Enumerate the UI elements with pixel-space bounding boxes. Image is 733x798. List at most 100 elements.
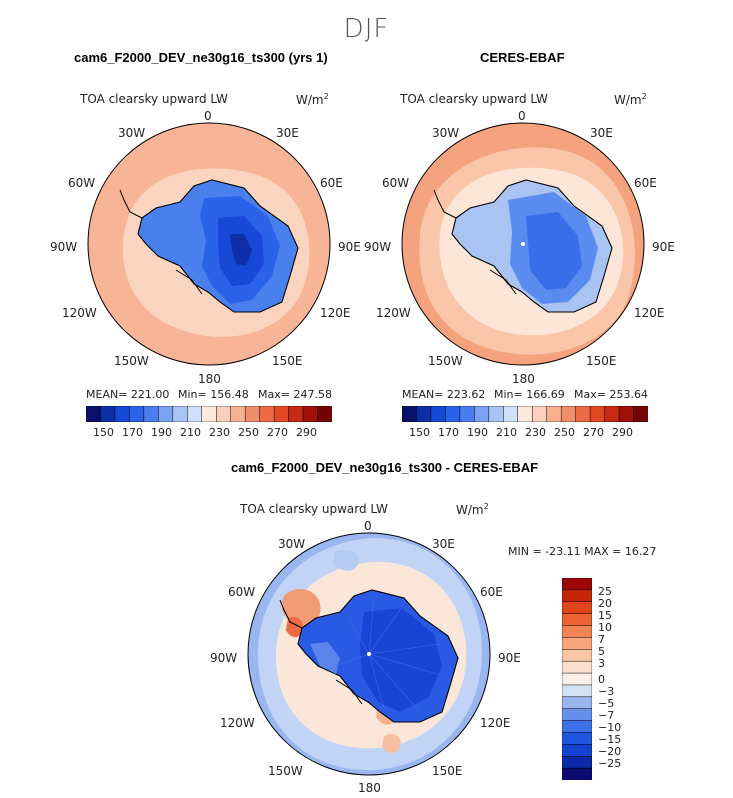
panel-3-tick: −25 [598, 757, 622, 770]
lon-label-120e: 120E [320, 306, 351, 320]
lon-label-0: 0 [364, 519, 372, 533]
panel-3-tick: 7 [598, 633, 605, 646]
lon-label-120w: 120W [376, 306, 411, 320]
lon-label-0: 0 [518, 109, 526, 123]
cool-patch-north [334, 549, 359, 571]
colorbar-swatch [562, 660, 592, 674]
panel-3-tick: −20 [598, 745, 622, 758]
map-border [247, 532, 491, 776]
lon-label-30e: 30E [590, 126, 613, 140]
panel-3-tick: 10 [598, 621, 612, 634]
colorbar-swatch [488, 406, 504, 422]
colorbar-swatch [589, 406, 606, 422]
colorbar-swatch [517, 406, 533, 422]
colorbar-swatch [402, 406, 418, 422]
panel-3-variable: TOA clearsky upward LW [240, 502, 388, 516]
ross-shelf [335, 679, 363, 705]
lon-label-150e: 150E [586, 354, 617, 368]
colorbar-swatch [633, 406, 648, 422]
peninsula [433, 189, 457, 219]
panel-3-tick: 15 [598, 609, 612, 622]
colorbar-swatch [187, 406, 203, 422]
panel-3-title: cam6_F2000_DEV_ne30g16_ts300 - CERES-EBA… [231, 460, 539, 475]
panel-1-title: cam6_F2000_DEV_ne30g16_ts300 (yrs 1) [74, 50, 328, 65]
panel-2-tick: 250 [554, 426, 575, 439]
colorbar-swatch [172, 406, 188, 422]
lon-label-90w: 90W [210, 651, 238, 665]
lon-label-120e: 120E [480, 716, 511, 730]
colorbar-swatch [531, 406, 548, 422]
colorbar-swatch [562, 732, 592, 745]
panel-2-title: CERES-EBAF [480, 50, 565, 65]
panel-2-max: Max= 253.64 [574, 388, 648, 401]
panel-3-map [247, 532, 491, 776]
panel-2-map [401, 122, 645, 366]
panel-2-colorbar [402, 406, 648, 422]
colorbar-swatch [416, 406, 432, 422]
colorbar-swatch [129, 406, 145, 422]
warm-patch-west [281, 589, 321, 626]
lon-label-90w: 90W [50, 240, 78, 254]
colorbar-swatch [317, 406, 332, 422]
colorbar-swatch [575, 406, 591, 422]
lon-label-120e: 120E [634, 306, 665, 320]
peninsula [119, 189, 143, 219]
peninsula [279, 599, 303, 629]
panel-2-tick: 190 [467, 426, 488, 439]
shelf-cool [310, 642, 340, 674]
lon-label-60w: 60W [382, 176, 410, 190]
map-border [401, 122, 645, 366]
panel-2-tick: 170 [438, 426, 459, 439]
panel-2-tick: 150 [409, 426, 430, 439]
colorbar-swatch [503, 406, 519, 422]
panel-1-tick: 190 [151, 426, 172, 439]
lon-label-90w: 90W [364, 240, 392, 254]
interior-deep [526, 212, 582, 290]
colorbar-swatch [562, 767, 592, 780]
panel-1-min: Min= 156.48 [178, 388, 249, 401]
pole-marker [521, 242, 525, 246]
map-border [87, 122, 331, 366]
colorbar-swatch [562, 613, 592, 627]
lon-label-90e: 90E [652, 240, 675, 254]
colorbar-swatch [86, 406, 102, 422]
colorbar-swatch [143, 406, 159, 422]
panel-3-units: W/m2 [456, 502, 489, 517]
warm-patch-south-2 [382, 733, 401, 754]
lon-label-30w: 30W [432, 126, 460, 140]
colorbar-swatch [562, 625, 592, 638]
lon-label-60e: 60E [320, 176, 343, 190]
panel-1-units: W/m2 [296, 92, 329, 107]
colorbar-swatch [201, 406, 217, 422]
panel-3-tick: −10 [598, 721, 622, 734]
colorbar-swatch [158, 406, 174, 422]
colorbar-swatch [445, 406, 461, 422]
colorbar-swatch [562, 637, 592, 650]
lon-label-0: 0 [204, 109, 212, 123]
lon-label-180: 180 [198, 372, 221, 386]
colorbar-swatch [114, 406, 130, 422]
colorbar-swatch [546, 406, 562, 422]
lon-label-90e: 90E [338, 240, 361, 254]
colorbar-swatch [215, 406, 232, 422]
panel-1-mean: MEAN= 221.00 [86, 388, 170, 401]
colorbar-swatch [562, 744, 592, 757]
colorbar-swatch [604, 406, 620, 422]
panel-3-tick: −7 [598, 709, 615, 722]
colorbar-swatch [562, 708, 592, 722]
lon-label-60e: 60E [634, 176, 657, 190]
lon-label-150e: 150E [432, 764, 463, 778]
colorbar-swatch [562, 755, 592, 769]
colorbar-swatch [562, 672, 592, 686]
colorbar-swatch [244, 406, 261, 422]
season-title: DJF [343, 14, 390, 44]
interior-streaks [335, 595, 445, 713]
colorbar-swatch [474, 406, 490, 422]
panel-1-tick: 210 [180, 426, 201, 439]
lon-label-150w: 150W [114, 354, 149, 368]
lon-label-60w: 60W [68, 176, 96, 190]
panel-3-tick: 3 [598, 657, 605, 670]
panel-3-tick: 0 [598, 673, 605, 686]
panel-1-max: Max= 247.58 [258, 388, 332, 401]
panel-1-tick: 250 [238, 426, 259, 439]
